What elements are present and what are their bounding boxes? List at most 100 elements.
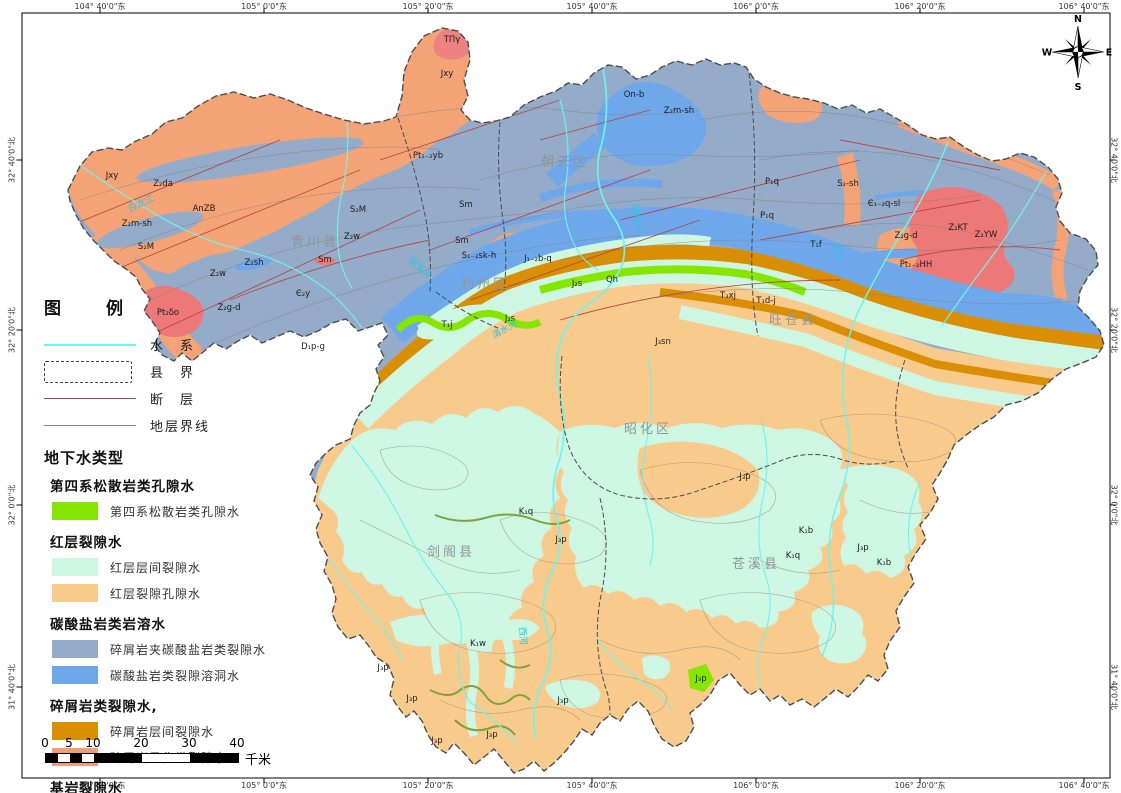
latitude-label: 32° 20'0"北 [7, 307, 17, 353]
scale-tick-label: 40 [229, 736, 245, 750]
geo-unit-label: J₃p [738, 472, 750, 482]
line-sample [44, 425, 136, 426]
legend-group-heading: 红层裂隙水 [50, 535, 123, 551]
region-outline [67, 27, 1105, 774]
legend-item-label: 红层层间裂隙水 [110, 560, 202, 575]
compass-rose: N E S W [1042, 14, 1112, 93]
longitude-label: 104° 40'0"东 [74, 2, 126, 11]
legend-group-heading: 基岩裂隙水 [50, 781, 123, 793]
compass-label-w: W [1042, 48, 1053, 59]
line-sample [44, 343, 136, 346]
scale-tick-label: 0 [41, 736, 49, 750]
geo-unit-label: Z₂m-sh [664, 106, 694, 116]
river-name-label: 西河 [516, 626, 530, 645]
county-name-label: 利州区 [461, 277, 509, 292]
geo-unit-label: J₃p [694, 674, 706, 684]
geo-unit-label: J₂s [504, 314, 516, 324]
graticule-ticks [16, 7, 1116, 784]
geo-unit-label: J₃p [376, 663, 388, 673]
latitude-label: 32° 0'0"北 [7, 484, 17, 526]
legend-line-items: 水 系县 界断 层地层界线 [44, 331, 282, 439]
legend-swatch-item: 碎屑岩层间裂隙水 [52, 718, 282, 744]
longitude-label: 105° 20'0"东 [402, 2, 454, 11]
geo-unit-label: Z₂w [344, 232, 360, 242]
county-boundary-sample [44, 360, 132, 383]
line-sample [44, 425, 136, 426]
county-name-label: 朝天区 [541, 155, 589, 170]
geo-unit-label: P₁q [765, 177, 779, 187]
line-sample [44, 397, 136, 400]
geo-unit-label: Є₂y [296, 289, 310, 299]
legend-color-swatch [52, 640, 98, 658]
legend-swatch-item: 第四系松散岩类孔隙水 [52, 498, 282, 524]
geo-unit-label: J₃p [856, 543, 868, 553]
compass-hub [1078, 46, 1084, 52]
compass-label-e: E [1106, 48, 1113, 59]
legend-swatch-item: 碳酸盐岩类裂隙溶洞水 [52, 662, 282, 688]
legend-group-heading: 碳酸盐岩类岩溶水 [50, 617, 166, 633]
legend-item-label: 县 界 [150, 366, 196, 381]
legend-item-label: 水 系 [150, 339, 196, 354]
geo-unit-label: Z₂KT [948, 223, 968, 233]
geo-unit-label: TΠγ [443, 35, 461, 45]
legend-color-swatch [52, 584, 98, 602]
legend-line-item: 地层界线 [44, 412, 282, 439]
geo-unit-label: Z₂g-d [894, 231, 917, 241]
legend-item-label: 第四系松散岩类孔隙水 [110, 504, 241, 519]
longitude-label: 104° 40'0"东 [74, 781, 126, 790]
geo-unit-label: Є₁₋₂q-sl [868, 199, 901, 209]
scale-segment [190, 754, 238, 762]
legend-item-label: 碎屑岩层间裂隙水 [110, 724, 215, 739]
geo-unit-label: S₂M [350, 205, 366, 215]
geo-unit-label: J₃p [405, 694, 417, 704]
geo-unit-label: Jxy [440, 69, 454, 79]
geo-unit-label: Z₂sh [244, 258, 263, 268]
latitude-label: 31° 40'0"北 [7, 664, 17, 710]
county-boundary-sample [44, 360, 136, 383]
geo-unit-label: Z₂YW [975, 230, 998, 240]
legend-item-label: 地层界线 [150, 420, 211, 435]
geo-unit-label: Sm [455, 236, 469, 246]
line-sample [44, 397, 136, 400]
geo-unit-label: K₁b [799, 526, 813, 536]
compass-w-point [1052, 47, 1078, 52]
geo-unit-label: Sm [459, 200, 473, 210]
geo-unit-label: Z₂w [210, 269, 226, 279]
scale-segment [46, 754, 58, 762]
geo-unit-label: K₁b [877, 558, 891, 568]
geo-unit-label: On-b [624, 90, 645, 100]
longitude-label: 105° 20'0"东 [402, 781, 454, 790]
geo-unit-label: J₁₋₂b-q [523, 254, 552, 264]
geo-unit-label: T₁j [441, 320, 453, 330]
scale-segment [58, 754, 70, 762]
latitude-label: 32° 40'0"北 [7, 137, 17, 183]
geo-unit-label: Z₂da [153, 179, 173, 189]
scale-segment [82, 754, 94, 762]
county-name-label: 青川县 [291, 235, 339, 250]
longitude-label: 105° 0'0"东 [241, 2, 287, 11]
scale-tick-label: 20 [133, 736, 149, 750]
legend-item-label: 断 层 [150, 393, 196, 408]
scale-bar-segments [45, 753, 239, 763]
legend-swatch-item: 红层层间裂隙水 [52, 554, 282, 580]
geo-unit-label: Jxy [105, 171, 119, 181]
longitude-label: 105° 40'0"东 [566, 2, 618, 11]
legend-swatch-item: 碎屑岩夹碳酸盐岩类裂隙水 [52, 636, 282, 662]
scale-segment [94, 754, 142, 762]
scale-tick-label: 30 [181, 736, 197, 750]
geo-unit-label: J₃sn [654, 337, 671, 347]
scale-tick-label: 5 [65, 736, 73, 750]
geo-unit-label: S₂M [138, 242, 154, 252]
compass-n-point [1078, 26, 1083, 52]
longitude-label: 105° 40'0"东 [566, 781, 618, 790]
geo-unit-label: Sm [318, 255, 332, 265]
geo-unit-label: K₁q [786, 551, 800, 561]
latitude-label: 31° 40'0"北 [1109, 664, 1119, 710]
longitude-label: 106° 40'0"东 [1058, 2, 1110, 11]
compass-s-point [1073, 52, 1078, 78]
latitude-label: 32° 20'0"北 [1109, 307, 1119, 353]
latitude-label: 32° 40'0"北 [1109, 137, 1119, 183]
geo-unit-label: Pt₂δo [157, 308, 179, 318]
geo-unit-label: J₃p [485, 730, 497, 740]
